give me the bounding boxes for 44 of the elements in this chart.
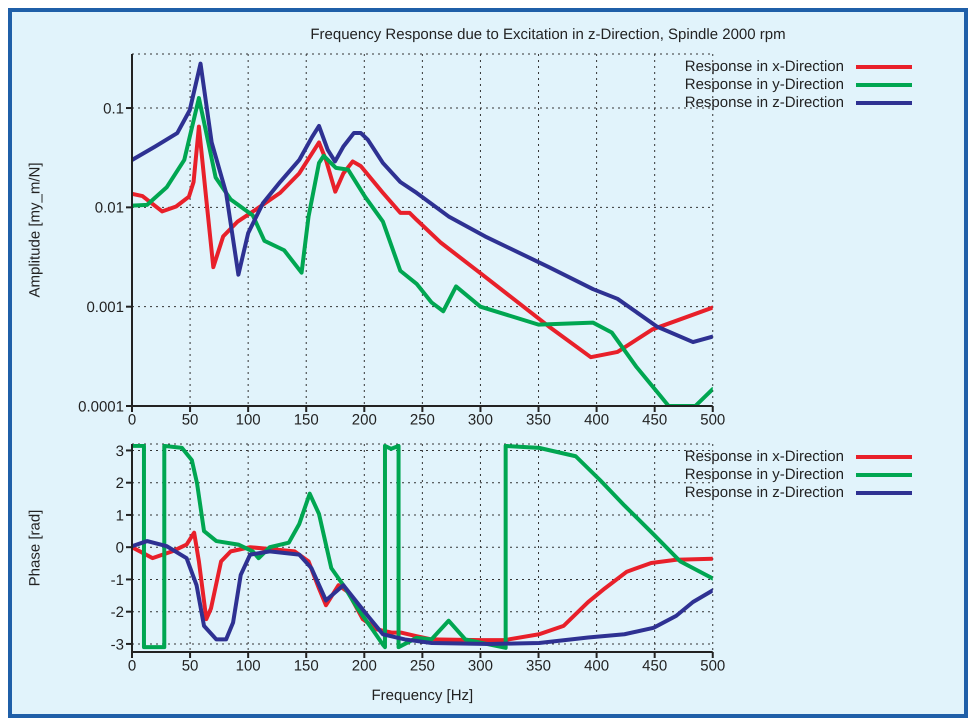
x-tick-label: 500 [700, 658, 726, 675]
x-tick-label: 200 [352, 412, 377, 429]
y-tick-label: 0.0001 [78, 398, 124, 416]
legend-label: Response in y-Direction [684, 76, 844, 94]
x-tick-label: 450 [642, 658, 668, 675]
y-tick-label: 0 [116, 540, 124, 557]
x-tick-label: 150 [294, 412, 319, 429]
legend-label: Response in z-Direction [684, 484, 844, 502]
y-tick-label: 0.01 [94, 200, 124, 217]
x-tick-label: 150 [294, 658, 319, 675]
chart-title: Frequency Response due to Excitation in z-Direction, Spindle 2000 rpm [309, 26, 787, 45]
y-tick-label: 3 [116, 442, 124, 460]
legend-label: Response in x-Direction [684, 58, 844, 76]
x-tick-label: 200 [352, 658, 377, 675]
x-tick-label: 100 [236, 412, 261, 429]
y-axis-title: Amplitude [my_m/N] [26, 162, 44, 298]
y-tick-label: 1 [116, 507, 124, 524]
x-tick-label: 500 [700, 412, 726, 429]
y-tick-label: 0.1 [103, 100, 124, 118]
legend-label: Response in z-Direction [684, 94, 844, 112]
x-tick-label: 100 [236, 658, 261, 675]
y-tick-label: 0.001 [86, 299, 124, 316]
legend-label: Response in y-Direction [684, 466, 844, 484]
x-tick-label: 350 [526, 412, 552, 429]
y-tick-label: 2 [116, 475, 124, 492]
x-tick-label: 300 [468, 658, 493, 675]
x-tick-label: 50 [182, 658, 198, 675]
x-tick-label: 50 [182, 412, 198, 429]
y-tick-label: -1 [110, 572, 124, 589]
y-tick-label: -2 [110, 604, 124, 622]
x-tick-label: 0 [128, 412, 136, 429]
x-tick-label: 300 [468, 412, 493, 429]
x-axis-title: Frequency [Hz] [372, 687, 474, 704]
x-tick-label: 250 [410, 412, 435, 429]
x-tick-label: 250 [410, 658, 435, 675]
x-tick-label: 400 [584, 658, 610, 675]
x-tick-label: 350 [526, 658, 552, 675]
line-series [132, 124, 713, 360]
x-tick-label: 0 [128, 658, 136, 675]
x-tick-label: 450 [642, 412, 668, 429]
legend-label: Response in x-Direction [684, 448, 844, 466]
y-tick-label: -3 [110, 636, 124, 654]
x-tick-label: 400 [584, 412, 610, 429]
y-axis-title: Phase [rad] [26, 510, 44, 586]
